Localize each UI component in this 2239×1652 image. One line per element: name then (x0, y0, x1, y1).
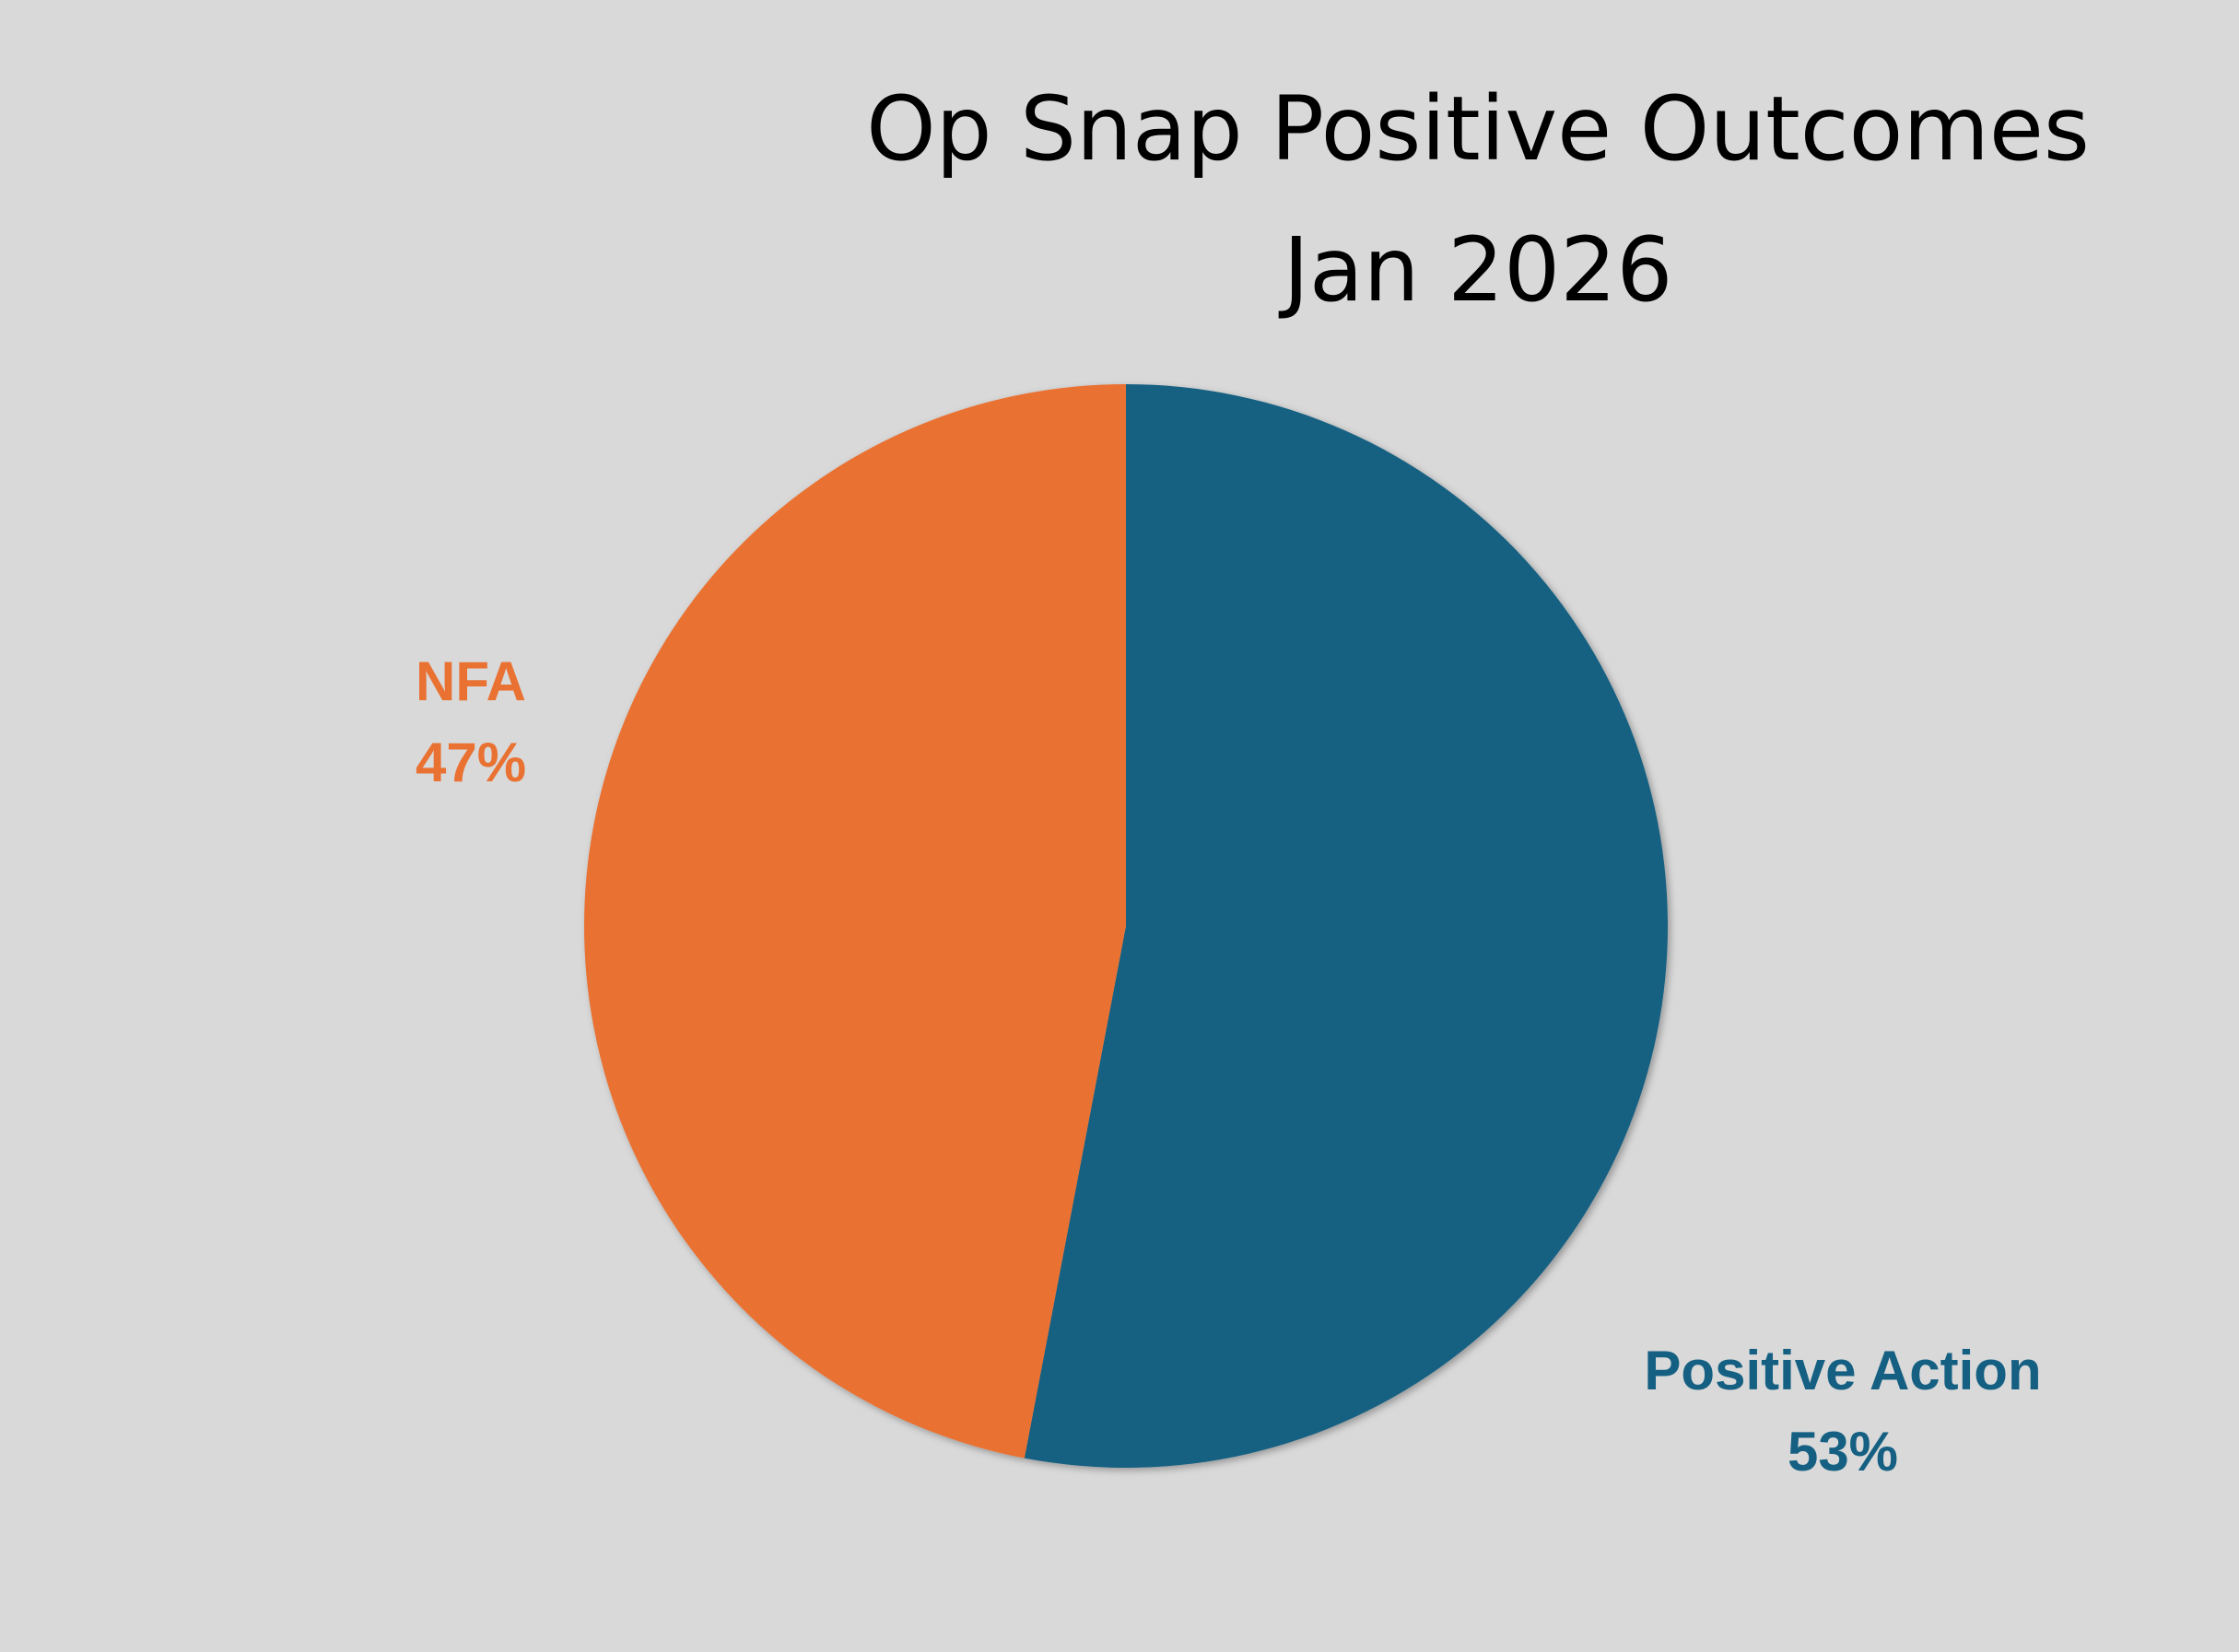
pie-slice-nfa (584, 384, 1126, 1459)
chart-title: Op Snap Positive Outcomes (866, 77, 2090, 181)
slice-label-positive-action: Positive Action 53% (1644, 1343, 2041, 1480)
chart-subtitle: Jan 2026 (1283, 218, 1673, 322)
slice-percent: 47% (415, 732, 527, 793)
slice-percent: 53% (1787, 1421, 1899, 1482)
slice-name: Positive Action (1644, 1340, 2042, 1401)
slice-label-nfa: NFA 47% (416, 654, 526, 791)
pie-slice-positive-action (1024, 384, 1669, 1468)
slice-name: NFA (416, 650, 526, 712)
